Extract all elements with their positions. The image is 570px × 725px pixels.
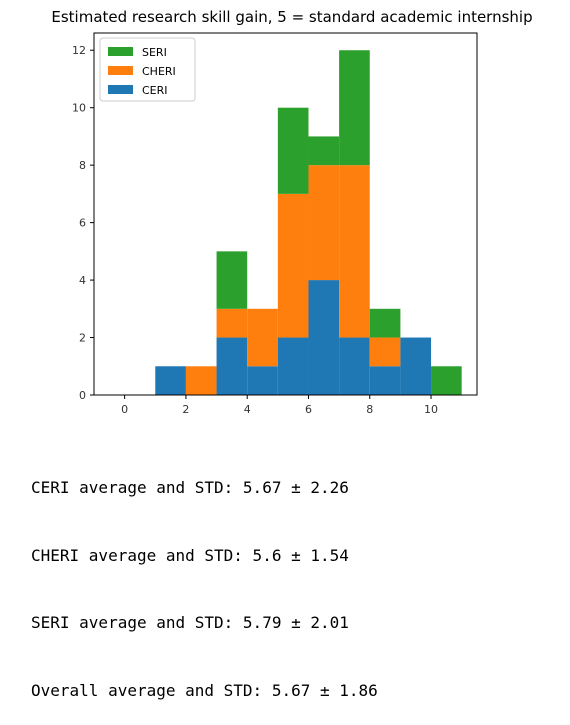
cheri-stats-line: CHERI average and STD: 5.6 ± 1.54 bbox=[31, 545, 349, 565]
bar-cheri-bin-3 bbox=[216, 308, 248, 338]
bar-ceri-bin-7 bbox=[339, 337, 370, 395]
console-output: CERI average and STD: 5.67 ± 2.26 CHERI … bbox=[31, 432, 378, 725]
legend-swatch-seri bbox=[108, 47, 133, 56]
histogram-chart: Estimated research skill gain, 5 = stand… bbox=[51, 8, 532, 416]
ceri-stats-line: CERI average and STD: 5.67 ± 2.26 bbox=[31, 478, 349, 497]
bars-layer bbox=[155, 50, 462, 395]
bar-ceri-bin-4 bbox=[247, 366, 278, 395]
bar-seri-bin-7 bbox=[339, 50, 370, 166]
y-tick-label: 8 bbox=[79, 159, 86, 172]
overall-stats-line: Overall average and STD: 5.67 ± 1.86 bbox=[31, 680, 378, 700]
legend-label-cheri: CHERI bbox=[142, 65, 176, 78]
bar-ceri-bin-3 bbox=[216, 337, 248, 395]
y-axis: 0 2 4 6 8 10 12 bbox=[72, 44, 94, 402]
bar-cheri-bin-7 bbox=[339, 165, 370, 338]
bar-ceri-bin-5 bbox=[277, 337, 309, 395]
bar-seri-bin-8 bbox=[369, 308, 401, 338]
chart-title: Estimated research skill gain, 5 = stand… bbox=[51, 8, 532, 26]
x-tick-label: 10 bbox=[424, 403, 438, 416]
legend-swatch-cheri bbox=[108, 66, 133, 75]
x-tick-label: 6 bbox=[305, 403, 312, 416]
x-tick-label: 2 bbox=[182, 403, 189, 416]
y-tick-label: 0 bbox=[79, 389, 86, 402]
y-tick-label: 10 bbox=[72, 102, 86, 115]
bar-cheri-bin-4 bbox=[247, 308, 278, 367]
bar-cheri-bin-8 bbox=[369, 337, 401, 367]
y-tick-label: 4 bbox=[79, 274, 86, 287]
legend-label-seri: SERI bbox=[142, 46, 167, 59]
y-tick-label: 2 bbox=[79, 332, 86, 345]
bar-seri-bin-5 bbox=[277, 107, 309, 194]
legend: SERI CHERI CERI bbox=[99, 37, 196, 102]
x-axis: 0 2 4 6 8 10 bbox=[121, 395, 438, 416]
bar-ceri-bin-1 bbox=[155, 366, 186, 395]
legend-label-ceri: CERI bbox=[142, 84, 168, 97]
bar-cheri-bin-2 bbox=[185, 366, 217, 395]
plot-frame bbox=[93, 32, 478, 396]
bar-ceri-bin-9 bbox=[400, 337, 432, 395]
bar-seri-bin-3 bbox=[216, 251, 248, 309]
bar-ceri-bin-6 bbox=[308, 280, 340, 395]
bar-seri-bin-10 bbox=[431, 366, 462, 395]
x-tick-label: 8 bbox=[366, 403, 373, 416]
legend-swatch-ceri bbox=[108, 85, 133, 94]
bar-ceri-bin-8 bbox=[369, 366, 401, 395]
bar-cheri-bin-5 bbox=[277, 193, 309, 338]
bar-cheri-bin-6 bbox=[308, 165, 340, 281]
x-tick-label: 4 bbox=[244, 403, 251, 416]
y-tick-label: 12 bbox=[72, 44, 86, 57]
seri-stats-line: SERI average and STD: 5.79 ± 2.01 bbox=[31, 613, 349, 632]
chart-canvas: Estimated research skill gain, 5 = stand… bbox=[51, 8, 532, 416]
bar-seri-bin-6 bbox=[308, 136, 340, 166]
y-tick-label: 6 bbox=[79, 217, 86, 230]
x-tick-label: 0 bbox=[121, 403, 128, 416]
